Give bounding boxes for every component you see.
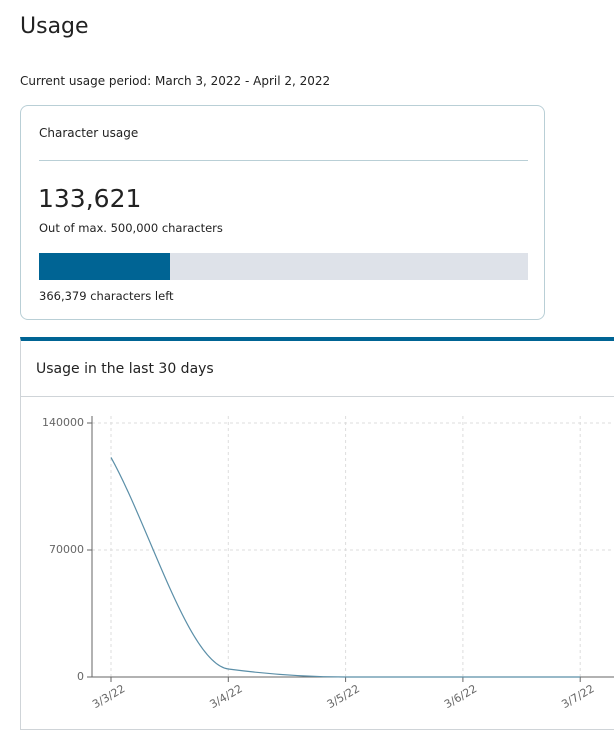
y-tick-label: 140000 bbox=[42, 416, 84, 429]
x-tick-label: 3/4/22 bbox=[207, 682, 244, 711]
progress-fill bbox=[39, 253, 170, 280]
card-title: Character usage bbox=[39, 126, 139, 140]
usage-period: Current usage period: March 3, 2022 - Ap… bbox=[20, 74, 331, 88]
x-tick-label: 3/3/22 bbox=[90, 682, 127, 711]
x-tick-label: 3/6/22 bbox=[442, 682, 479, 711]
line bbox=[110, 457, 581, 678]
used-count: 133,621 bbox=[38, 184, 142, 213]
x-tick-label: 3/7/22 bbox=[559, 682, 596, 711]
max-text: Out of max. 500,000 characters bbox=[39, 221, 223, 235]
divider bbox=[21, 396, 614, 397]
left-text: 366,379 characters left bbox=[39, 289, 174, 303]
page-title: Usage bbox=[20, 14, 89, 39]
y-tick-label: 70000 bbox=[49, 543, 84, 556]
y-tick-label: 0 bbox=[77, 670, 84, 683]
panel-title: Usage in the last 30 days bbox=[36, 361, 214, 377]
progress-track bbox=[39, 253, 528, 280]
usage-card: Character usage 133,621 Out of max. 500,… bbox=[20, 105, 545, 320]
x-tick-label: 3/5/22 bbox=[325, 682, 362, 711]
divider bbox=[39, 160, 528, 161]
